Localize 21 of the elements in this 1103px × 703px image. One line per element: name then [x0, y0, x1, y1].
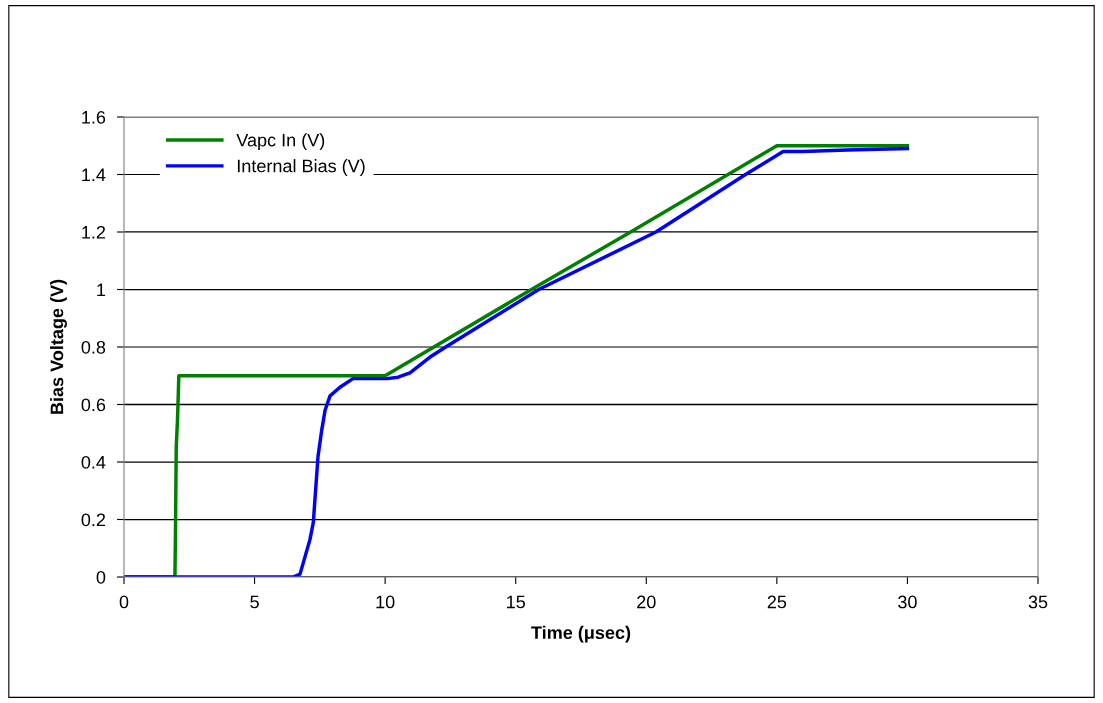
x-tick-label: 20 — [637, 595, 656, 609]
y-tick-label: 1.2 — [82, 225, 106, 239]
y-tick-label: 0.8 — [81, 340, 106, 354]
y-tick-label: 0.4 — [81, 455, 106, 469]
y-tick-label: 0.2 — [81, 513, 106, 527]
x-tick-label: 30 — [898, 595, 917, 609]
y-tick-label: 1.4 — [82, 168, 106, 182]
x-axis-title: Time (μsec) — [531, 625, 631, 643]
y-tick-label: 0.6 — [81, 398, 106, 412]
x-tick-label: 35 — [1028, 595, 1048, 609]
x-tick-label: 5 — [250, 595, 259, 609]
x-tick-label: 25 — [767, 595, 787, 609]
y-tick-label: 0 — [96, 570, 106, 584]
x-tick-label: 15 — [507, 595, 525, 609]
y-tick-label: 1 — [97, 283, 106, 297]
legend-label: Internal Bias (V) — [237, 159, 365, 176]
x-tick-label: 0 — [119, 595, 129, 609]
y-axis-title: Bias Voltage (V) — [50, 279, 67, 414]
x-tick-label: 10 — [376, 595, 395, 609]
legend-label: Vapc In (V) — [236, 133, 325, 151]
y-tick-label: 1.6 — [82, 110, 106, 124]
